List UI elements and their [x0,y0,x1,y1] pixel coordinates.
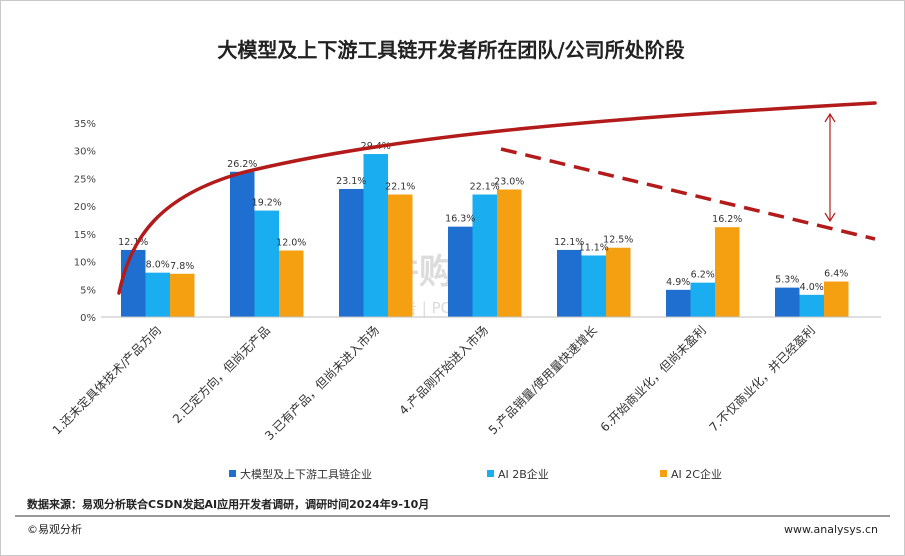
bar-value-label: 22.1% [385,182,415,193]
category-label: 1.还未定具体技术/产品方向 [49,323,164,438]
gap-arrow-head-top-icon [824,112,836,123]
bar-value-label: 6.4% [824,269,848,280]
bar [145,272,170,317]
y-tick-label: 30% [74,147,96,158]
bar-value-label: 12.5% [603,235,633,246]
bar-value-label: 5.3% [775,275,799,286]
bar [339,188,364,317]
bar-value-label: 12.1% [118,237,148,248]
bar-series-group [121,154,849,317]
bar [690,282,715,317]
category-label: 2.已定方向，但尚无产品 [169,323,273,427]
legend-swatch [487,470,494,477]
y-tick-label: 20% [74,202,96,213]
category-label: 6.开始商业化，但尚未盈利 [597,323,709,435]
chart-legend: 大模型及上下游工具链企业 AI 2B企业 AI 2C企业 [229,467,722,481]
y-tick-label: 35% [74,119,96,130]
decline-trend-dashed-line [500,147,876,241]
y-tick-label: 25% [74,174,96,185]
bar-value-label: 12.1% [554,237,584,248]
bar [715,227,740,317]
bar-value-label: 11.1% [579,242,609,253]
bar-value-label: 19.2% [252,198,282,209]
category-label: 3.已有产品，但尚未进入市场 [261,323,382,444]
bar [121,249,146,317]
category-label: 5.产品销量/使用量快速增长 [485,323,600,438]
legend-label: AI 2C企业 [671,467,722,481]
bar [557,249,582,317]
footer-copyright: ©易观分析 [27,522,82,536]
bar-value-label: 8.0% [146,260,170,271]
bar-value-label: 23.0% [494,177,524,188]
legend-label: AI 2B企业 [498,467,549,481]
growth-trend-curve [117,101,877,295]
y-tick-label: 5% [80,285,96,296]
bar [472,194,497,317]
bar-value-label: 16.3% [445,214,475,225]
bar-value-label: 23.1% [336,176,366,187]
bar-value-label: 22.1% [470,182,500,193]
bar [254,210,279,317]
category-label: 7.不仅商业化，并已经盈利 [706,323,818,435]
bar [448,226,473,317]
y-tick-label: 0% [80,313,96,324]
bar [666,289,691,317]
bar [388,194,413,317]
y-axis: 0% 5% 10% 15% 20% 25% 30% 35% [74,119,96,324]
bar-value-label: 16.2% [712,214,742,225]
category-labels-group: 1.还未定具体技术/产品方向 2.已定方向，但尚无产品3.已有产品，但尚未进入市场… [49,323,818,444]
legend-label: 大模型及上下游工具链企业 [240,467,372,481]
legend-swatch [660,470,667,477]
bar-value-label: 26.2% [227,159,257,170]
bar [581,255,606,317]
chart-title: 大模型及上下游工具链开发者所在团队/公司所处阶段 [217,38,684,62]
category-label: 4.产品刚开始进入市场 [396,323,491,418]
bar-value-label: 7.8% [170,261,194,272]
bar [230,171,255,317]
bar [497,189,522,317]
bar-value-label: 4.9% [666,277,690,288]
gap-arrow-head-bottom-icon [824,212,836,223]
bar [170,273,195,317]
bar-value-label: 12.0% [276,237,306,248]
bar [606,247,631,317]
bar [799,294,824,317]
y-tick-label: 10% [74,258,96,269]
trend-annotations [117,101,877,295]
data-source-note: 数据来源：易观分析联合CSDN发起AI应用开发者调研，调研时间2024年9-10… [27,497,429,511]
bar-value-label: 4.0% [800,282,824,293]
bar [775,287,800,317]
legend-swatch [229,470,236,477]
bar [279,250,304,317]
bar [363,154,388,317]
bar-value-label: 6.2% [691,270,715,281]
footer-website: www.analysys.cn [784,523,878,536]
y-tick-label: 15% [74,230,96,241]
bar [824,281,849,317]
